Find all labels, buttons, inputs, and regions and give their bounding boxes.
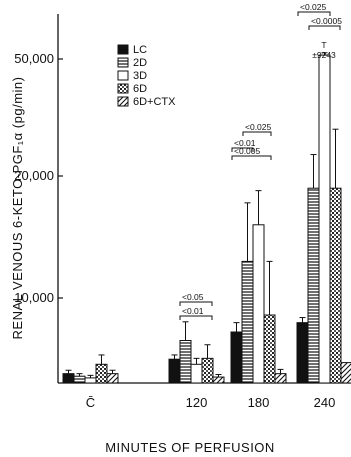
p-240-t: T — [321, 40, 326, 50]
bar — [252, 224, 265, 384]
annotations: <0.05 <0.01 <0.01 <0.025 <0.005 <0.025 <0.0005… — [179, 2, 342, 320]
x-tick-label: C̄ — [86, 395, 95, 410]
bar — [212, 376, 225, 384]
x-tick-label: 240 — [314, 395, 336, 410]
y-tick-label: 10,000 — [14, 290, 54, 305]
p-240-sd: ±9243 — [312, 50, 336, 60]
p-120-b-label: <0.01 — [182, 306, 204, 316]
p-120-a-bracket — [179, 301, 213, 306]
p-120-b-bracket — [179, 315, 213, 320]
bar — [230, 331, 243, 384]
legend-label: 6D+CTX — [133, 96, 176, 108]
bars — [62, 52, 351, 384]
bar — [95, 363, 108, 384]
legend-label: 3D — [133, 70, 147, 82]
y-axis-label: RENAL VENOUS 6-KETO-PGF₁α (pg/min) — [10, 77, 25, 340]
bar — [241, 260, 254, 384]
p-180-b-bracket — [242, 131, 272, 136]
bar — [179, 340, 192, 384]
bar — [201, 357, 214, 384]
legend-swatch — [117, 96, 129, 107]
y-tick-label: 20,000 — [14, 168, 54, 183]
p-240-b-bracket — [308, 25, 341, 30]
p-180-a-label: <0.01 — [234, 138, 256, 148]
legend-swatch — [117, 83, 129, 94]
x-tick-label: 180 — [248, 395, 270, 410]
bar — [168, 358, 181, 384]
legend-label: 6D — [133, 83, 147, 95]
bar — [84, 377, 97, 384]
y-tick-label: 50,000 — [14, 51, 54, 66]
bar — [62, 373, 75, 384]
legend-swatch — [117, 57, 129, 68]
p-240-a-bracket — [297, 11, 331, 16]
legend-label: 2D — [133, 57, 147, 69]
p-180-b-label: <0.025 — [245, 122, 272, 132]
bar — [296, 322, 309, 384]
bar — [106, 373, 119, 384]
legend-swatch — [117, 44, 129, 55]
p-240-b-label: <0.0005 — [311, 16, 342, 26]
p-180-c-bracket — [231, 155, 272, 160]
p-240-a-label: <0.025 — [300, 2, 327, 12]
legend-swatch — [117, 70, 129, 81]
bar — [340, 362, 351, 384]
x-axis-label: MINUTES OF PERFUSION — [105, 440, 275, 455]
legend-label: LC — [133, 44, 147, 56]
p-180-a-bracket — [231, 147, 254, 152]
bar — [274, 373, 287, 384]
p-120-a-label: <0.05 — [182, 292, 204, 302]
p-180-c-label: <0.005 — [234, 146, 261, 156]
bar — [318, 54, 331, 384]
bar — [73, 375, 86, 384]
bar — [190, 363, 203, 384]
bar — [329, 187, 342, 384]
bar — [307, 187, 320, 384]
x-tick-label: 120 — [186, 395, 208, 410]
bar — [263, 314, 276, 384]
